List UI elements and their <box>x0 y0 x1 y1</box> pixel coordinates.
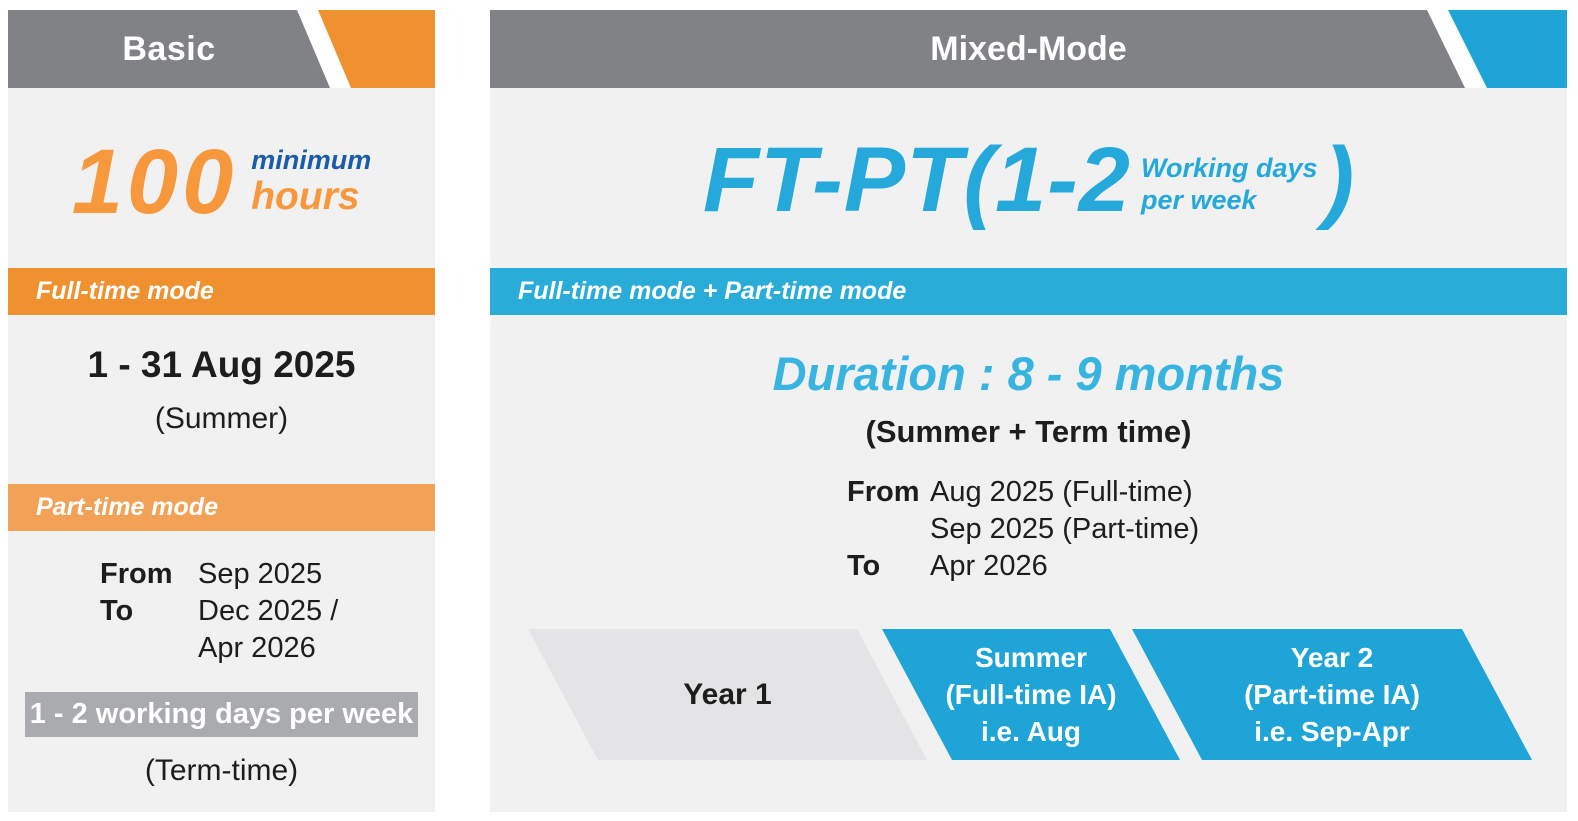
parttime-mode-label: Part-time mode <box>36 493 218 521</box>
basic-header: Basic <box>8 10 435 88</box>
timeline-line: i.e. Sep-Apr <box>1254 716 1410 747</box>
schedule-label <box>847 511 930 548</box>
basic-schedule: From Sep 2025 To Dec 2025 / Apr 2026 <box>100 556 338 667</box>
ftpt-title-small-top: Working days <box>1140 152 1318 183</box>
schedule-value: Apr 2026 <box>930 550 1048 582</box>
ftpt-title-small-stack: Working days per week <box>1141 152 1318 217</box>
working-days-badge: 1 - 2 working days per week <box>25 692 418 737</box>
schedule-row: From Aug 2025 (Full-time) <box>847 474 1199 511</box>
termtime-note: (Term-time) <box>144 754 299 787</box>
ftpt-title: FT-PT(1-2 Working days per week ) <box>490 122 1567 238</box>
duration-heading: Duration : 8 - 9 months <box>772 347 1285 400</box>
ftpt-title-close-paren: ) <box>1323 129 1355 231</box>
timeline-item-year1: Year 1 <box>528 629 927 760</box>
fulltime-mode-bar: Full-time mode <box>8 268 435 315</box>
schedule-value: Sep 2025 <box>198 558 323 590</box>
timeline-line: (Full-time IA) <box>945 679 1117 710</box>
schedule-row: From Sep 2025 <box>100 556 338 593</box>
schedule-value: Aug 2025 (Full-time) <box>930 476 1193 508</box>
hours-unit-label: hours <box>251 175 360 219</box>
schedule-label <box>100 630 198 667</box>
mixed-mode-panel: Mixed-Mode FT-PT(1-2 Working days per we… <box>490 10 1567 812</box>
parttime-mode-bar: Part-time mode <box>8 484 435 531</box>
schedule-label: To <box>100 595 134 627</box>
schedule-label: To <box>847 550 881 582</box>
timeline: Year 1 Summer (Full-time IA) i.e. Aug Ye… <box>490 629 1567 760</box>
fulltime-mode-label: Full-time mode <box>36 277 214 305</box>
mixed-mode-bar-label: Full-time mode + Part-time mode <box>518 277 907 305</box>
timeline-line: i.e. Aug <box>980 716 1082 747</box>
schedule-value: Sep 2025 (Part-time) <box>930 513 1200 545</box>
minimum-hours-block: 100 minimum hours <box>8 136 435 228</box>
schedule-value: Dec 2025 / <box>198 595 339 627</box>
schedule-row: To Apr 2026 <box>847 548 1199 585</box>
hours-labels: minimum hours <box>251 145 371 219</box>
fulltime-season-note: (Summer) <box>154 402 289 435</box>
basic-header-accent-shape <box>318 10 435 88</box>
schedule-row: Apr 2026 <box>100 630 338 667</box>
mixed-mode-bar: Full-time mode + Part-time mode <box>490 268 1567 315</box>
fulltime-date: 1 - 31 Aug 2025 <box>87 344 356 385</box>
timeline-line: Year 1 <box>683 678 772 711</box>
schedule-label: From <box>100 558 173 590</box>
mixed-header-bar <box>490 10 1465 88</box>
basic-body: 100 minimum hours Full-time mode 1 - 31 … <box>8 88 435 812</box>
timeline-line: Year 2 <box>1290 642 1374 673</box>
basic-header-title: Basic <box>122 29 216 68</box>
basic-panel: Basic 100 minimum hours Full-time mode 1… <box>8 10 435 812</box>
schedule-row: To Dec 2025 / <box>100 593 338 630</box>
ftpt-title-main: FT-PT(1-2 <box>702 129 1131 231</box>
ftpt-title-small-bottom: per week <box>1140 185 1257 215</box>
hours-minimum-label: minimum <box>251 145 372 176</box>
mixed-header-title: Mixed-Mode <box>930 29 1127 68</box>
timeline-item-summer: Summer (Full-time IA) i.e. Aug <box>882 629 1180 760</box>
timeline-line: Summer <box>974 642 1088 673</box>
duration-note: (Summer + Term time) <box>865 414 1192 449</box>
schedule-row: Sep 2025 (Part-time) <box>847 511 1199 548</box>
mixed-schedule: From Aug 2025 (Full-time) Sep 2025 (Part… <box>847 474 1199 585</box>
hours-number: 100 <box>71 131 238 233</box>
schedule-value: Apr 2026 <box>198 632 316 664</box>
basic-header-bar: Basic <box>8 10 330 88</box>
timeline-item-year2: Year 2 (Part-time IA) i.e. Sep-Apr <box>1132 629 1532 760</box>
schedule-label: From <box>847 476 920 508</box>
mixed-header: Mixed-Mode <box>490 10 1567 88</box>
mixed-body: FT-PT(1-2 Working days per week ) Full-t… <box>490 88 1567 812</box>
timeline-line: (Part-time IA) <box>1244 679 1420 710</box>
